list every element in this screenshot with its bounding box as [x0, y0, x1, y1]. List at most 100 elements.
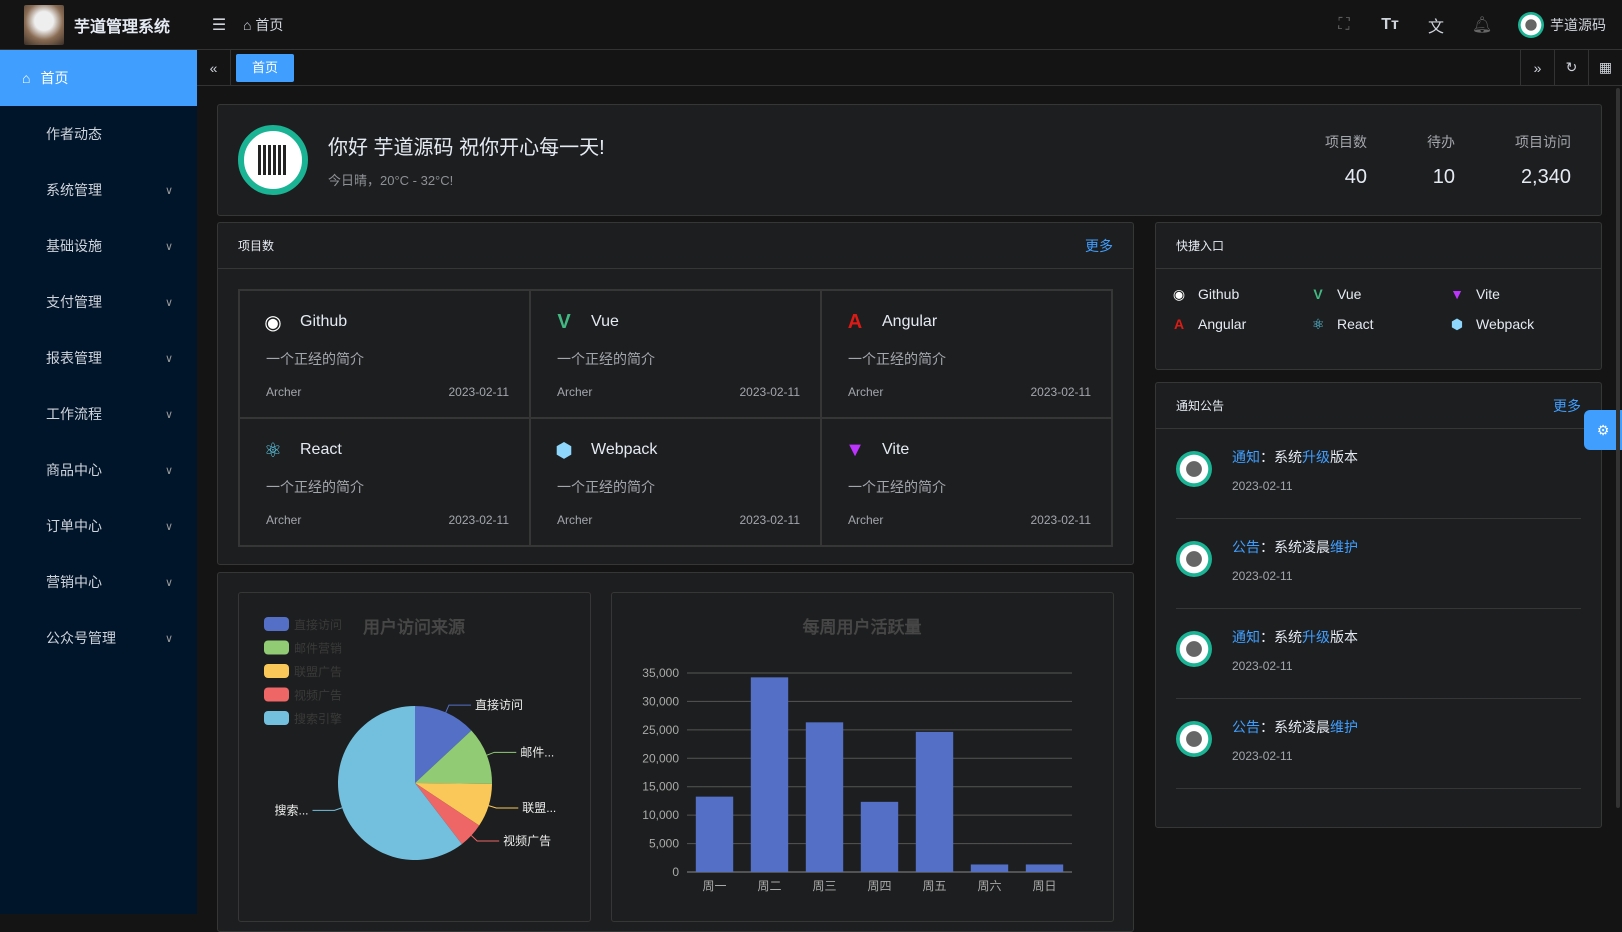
user-menu[interactable]: 芋道源码: [1518, 11, 1606, 38]
sidebar-item[interactable]: 系统管理 ∨: [0, 162, 197, 218]
notice-highlight: 升级: [1302, 629, 1330, 645]
bar: [915, 731, 954, 872]
y-tick-label: 10,000: [642, 808, 679, 822]
refresh-icon[interactable]: ↻: [1554, 49, 1588, 86]
menu-collapse-icon[interactable]: ☰: [211, 16, 227, 34]
react-icon: ⚛: [1311, 315, 1325, 332]
github-icon: ◉: [264, 311, 282, 334]
y-tick-label: 5,000: [649, 837, 679, 851]
breadcrumb[interactable]: ⌂ 首页: [243, 15, 283, 35]
sidebar-item[interactable]: 订单中心 ∨: [0, 498, 197, 554]
vite-icon: ▼: [1450, 286, 1464, 302]
quick-entry-item[interactable]: V Vue: [1309, 285, 1448, 303]
quick-entry-item[interactable]: ▼ Vite: [1448, 285, 1587, 303]
notice-date: 2023-02-11: [1232, 479, 1293, 493]
project-item[interactable]: A Angular 一个正经的简介 Archer 2023-02-11: [821, 290, 1112, 418]
project-name: Github: [300, 313, 348, 330]
legend-label: 直接访问: [294, 617, 342, 632]
pie-slice: [415, 783, 480, 845]
notice-item[interactable]: 通知：系统升级版本 2023-02-11: [1176, 429, 1581, 519]
project-item[interactable]: ⬢ Webpack 一个正经的简介 Archer 2023-02-11: [530, 418, 821, 546]
project-author: Archer: [266, 513, 302, 527]
project-item[interactable]: ◉ Github 一个正经的简介 Archer 2023-02-11: [239, 290, 530, 418]
sidebar-item-label: 公众号管理: [46, 630, 116, 646]
more-link[interactable]: 更多: [1085, 237, 1113, 254]
bar: [750, 677, 789, 872]
project-name: React: [300, 441, 342, 458]
sidebar-item[interactable]: 作者动态: [0, 106, 197, 162]
label-line: [445, 704, 471, 713]
slice-label: 直接访问: [475, 697, 523, 712]
bell-icon[interactable]: 🔔︎: [1471, 16, 1493, 34]
notice-text: ：系统: [1260, 629, 1302, 645]
quick-entry-label: Vue: [1337, 286, 1362, 302]
sidebar-item[interactable]: 公众号管理 ∨: [0, 610, 197, 666]
pie-slice: [415, 783, 492, 826]
quick-entry-item[interactable]: ◉ Github: [1170, 285, 1309, 303]
notice-type: 通知: [1232, 449, 1260, 465]
bar: [970, 864, 1009, 872]
y-tick-label: 35,000: [642, 666, 679, 680]
scrollbar[interactable]: [1616, 88, 1620, 808]
quick-entry-item[interactable]: ⚛ React: [1309, 315, 1448, 333]
chevron-down-icon: ∨: [164, 576, 173, 589]
pie-slice: [338, 706, 462, 860]
more-link[interactable]: 更多: [1553, 397, 1581, 414]
sidebar-item[interactable]: 营销中心 ∨: [0, 554, 197, 610]
sidebar: ⌂ 首页 作者动态 系统管理 ∨ 基础设施 ∨ 支付管理 ∨ 报表管理 ∨ 工作流程 ∨ 商品中心 ∨ 订单中…: [0, 50, 197, 914]
project-desc: 一个正经的简介: [848, 479, 946, 495]
chevron-down-icon: ∨: [164, 632, 173, 645]
notice-item[interactable]: 公告：系统凌晨维护 2023-02-11: [1176, 699, 1581, 789]
sidebar-item[interactable]: 支付管理 ∨: [0, 274, 197, 330]
grid-menu-icon[interactable]: ▦: [1588, 49, 1622, 86]
quick-entry-item[interactable]: A Angular: [1170, 315, 1309, 333]
card-title: 项目数: [238, 239, 275, 253]
sidebar-item[interactable]: 基础设施 ∨: [0, 218, 197, 274]
app-logo[interactable]: 芋道管理系统: [0, 4, 197, 45]
sidebar-item-label: 报表管理: [46, 350, 102, 366]
avatar: [1176, 541, 1212, 577]
project-item[interactable]: ▼ Vite 一个正经的简介 Archer 2023-02-11: [821, 418, 1112, 546]
slice-label: 视频广告: [503, 833, 551, 848]
notice-item[interactable]: 公告：系统凌晨维护 2023-02-11: [1176, 519, 1581, 609]
label-line: [486, 751, 517, 756]
sidebar-item[interactable]: 商品中心 ∨: [0, 442, 197, 498]
stat-label: 项目数: [1325, 133, 1367, 150]
slice-label: 联盟...: [522, 801, 556, 815]
avatar: [1518, 11, 1544, 38]
vue-icon: V: [557, 310, 571, 333]
quick-entry-card: 快捷入口 ◉ Github V Vue ▼ Vite A Angular ⚛ React ⬢ Webp…: [1155, 222, 1602, 370]
font-size-icon[interactable]: Tт: [1381, 15, 1399, 33]
stat-value: 10: [1432, 165, 1455, 188]
sidebar-item[interactable]: 工作流程 ∨: [0, 386, 197, 442]
pie-slice: [415, 706, 472, 783]
scroll-left-button[interactable]: «: [197, 49, 231, 86]
pie-chart: 用户访问来源直接访问邮件营销联盟广告视频广告搜索引擎直接访问邮件...联盟...…: [264, 617, 556, 860]
translate-icon[interactable]: 文: [1427, 18, 1444, 36]
chevron-down-icon: ∨: [164, 520, 173, 533]
user-avatar-large: [238, 125, 308, 195]
tab-bar: « 首页 » ↻ ▦: [197, 49, 1622, 86]
project-desc: 一个正经的简介: [557, 351, 655, 367]
breadcrumb-home: 首页: [255, 16, 284, 33]
sidebar-item-label: 工作流程: [46, 406, 102, 422]
quick-entry-item[interactable]: ⬢ Webpack: [1448, 315, 1587, 333]
sidebar-item[interactable]: 报表管理 ∨: [0, 330, 197, 386]
bar: [805, 722, 844, 872]
sidebar-item[interactable]: ⌂ 首页: [0, 50, 197, 106]
settings-button[interactable]: ⚙: [1584, 410, 1622, 450]
notice-item[interactable]: 通知：系统升级版本 2023-02-11: [1176, 609, 1581, 699]
sidebar-item-label: 订单中心: [46, 518, 102, 534]
notice-date: 2023-02-11: [1232, 749, 1293, 763]
fullscreen-icon[interactable]: ⛶: [1338, 15, 1350, 33]
chevron-down-icon: ∨: [164, 408, 173, 421]
stat-label: 项目访问: [1515, 133, 1571, 150]
project-desc: 一个正经的简介: [848, 351, 946, 367]
project-author: Archer: [557, 385, 593, 399]
project-item[interactable]: ⚛ React 一个正经的简介 Archer 2023-02-11: [239, 418, 530, 546]
legend-label: 视频广告: [294, 688, 342, 703]
scroll-right-button[interactable]: »: [1520, 49, 1554, 86]
tab-home[interactable]: 首页: [236, 53, 295, 82]
project-item[interactable]: V Vue 一个正经的简介 Archer 2023-02-11: [530, 290, 821, 418]
label-line: [488, 805, 519, 809]
